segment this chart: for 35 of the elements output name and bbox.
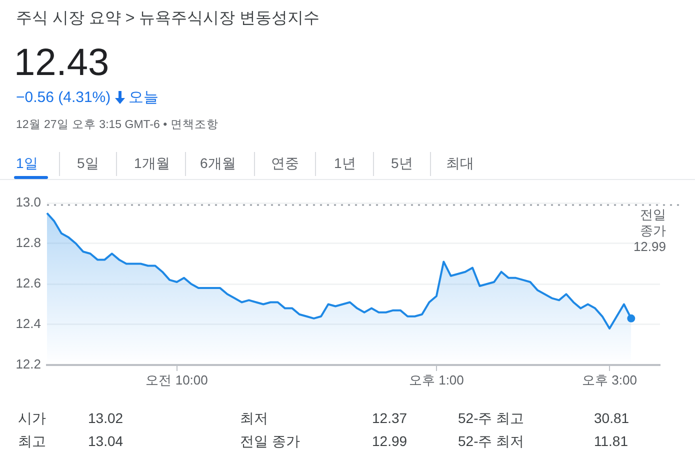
text: 52-주 최저 bbox=[458, 433, 524, 451]
text: 12.37 bbox=[372, 410, 408, 426]
text: 최대 bbox=[446, 155, 474, 173]
y-tick-label: 12.2 bbox=[16, 356, 41, 372]
x-tick-label: 오후 3:00 bbox=[582, 372, 637, 388]
text: 시가 bbox=[18, 410, 46, 428]
text: −0.56 (4.31%) bbox=[16, 89, 111, 106]
y-tick-label: 13.0 bbox=[16, 194, 41, 210]
text: 1일 bbox=[16, 155, 38, 173]
text: 1년 bbox=[334, 155, 356, 173]
text: 13.02 bbox=[88, 410, 124, 426]
chart-title: 주식 시장 요약 > 뉴욕주식시장 변동성지수 bbox=[16, 9, 320, 29]
text: 52-주 최고 bbox=[458, 410, 524, 428]
text: 6개월 bbox=[200, 155, 236, 173]
annotation: 12.99 bbox=[633, 239, 666, 254]
ref-line-label: 전일 종가 bbox=[640, 207, 666, 238]
text: 연중 bbox=[271, 155, 299, 173]
text: 12.99 bbox=[372, 433, 408, 449]
text: 11.81 bbox=[594, 433, 628, 449]
text: 최저 bbox=[240, 410, 268, 428]
x-tick-label: 오후 1:00 bbox=[408, 372, 464, 388]
text: 13.04 bbox=[88, 433, 124, 449]
chart-subtitle: 12.43 bbox=[14, 42, 110, 85]
text: 5년 bbox=[391, 155, 413, 173]
text: 최고 bbox=[18, 433, 46, 451]
y-tick-label: 12.8 bbox=[16, 235, 41, 250]
text: 오늘 bbox=[128, 88, 159, 107]
y-tick-label: 12.4 bbox=[16, 316, 41, 332]
y-tick-label: 12.6 bbox=[16, 276, 41, 291]
text: 1개월 bbox=[134, 155, 170, 173]
text: 30.81 bbox=[594, 410, 630, 426]
x-tick-label: 오전 10:00 bbox=[146, 372, 208, 388]
text: 5일 bbox=[77, 155, 99, 173]
text: 전일 종가 bbox=[240, 433, 300, 451]
text: 12월 27일 오후 3:15 GMT-6 • 면책조항 bbox=[16, 118, 218, 132]
